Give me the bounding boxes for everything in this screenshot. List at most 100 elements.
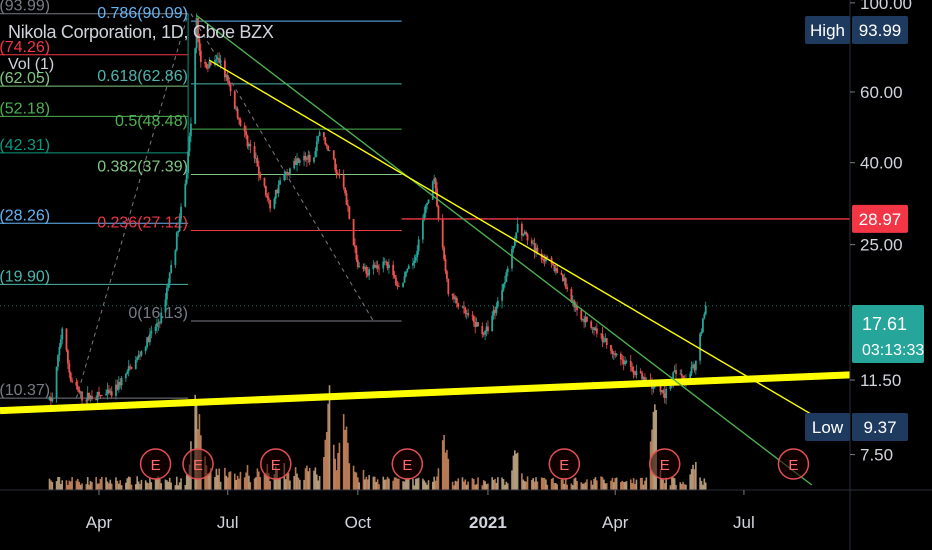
candle-body [484,330,487,335]
candle-body [594,328,597,331]
candle-body [75,381,78,386]
volume-bar [625,481,628,490]
volume-bar [526,476,529,490]
candle-body [248,144,250,147]
current-price-bg [852,305,924,363]
candle-body [413,260,416,263]
candle-body [673,370,676,373]
candle-body [461,306,464,308]
volume-bar [580,482,583,490]
volume-bar [501,477,503,490]
candle-body [229,84,232,92]
fib-right-level-label: 0.5(48.48) [115,113,188,130]
volume-bar [457,478,460,490]
volume-bar [354,471,356,490]
candle-body [348,206,351,220]
volume-bar [533,481,536,490]
candle-body [356,259,359,267]
fib-left-level-label: 0.886(19.90) [0,268,50,285]
volume-bar [542,477,544,490]
earnings-marker [648,448,681,480]
volume-bar [318,475,321,490]
candle-body [535,247,537,253]
current-price-badge: 17.61 03:13:33 [852,305,924,363]
candle-body [225,75,228,78]
volume-bar [76,478,79,490]
volume-bar [669,485,672,490]
candle-body [570,289,573,301]
candle-body [372,264,375,270]
volume-bar [218,468,221,490]
candle-body [297,158,300,163]
candle-body [693,364,696,371]
volume-bar [655,409,658,490]
candle-body [672,372,675,383]
fib-right-level-label: 0.382(37.39) [97,158,188,175]
candle-body [137,354,140,358]
volume-bar [406,477,409,490]
volume-bar [149,477,151,490]
candle-body [226,75,229,81]
volume-indicator-label[interactable]: Vol (1) [8,56,55,73]
volume-bar [613,482,615,490]
candle-body [99,394,102,396]
volume-bar [246,465,249,490]
volume-bar [208,473,211,490]
volume-bar [521,473,523,490]
volume-bar [634,483,636,490]
volume-bar [604,483,607,490]
candle-body [199,50,202,63]
volume-bar [692,464,694,490]
candle-body [156,323,158,327]
volume-bar [494,478,496,490]
volume-bar [328,385,331,490]
candle-body [591,327,594,329]
candle-body [325,144,328,147]
volume-bar [514,450,516,490]
candle-body [464,307,467,314]
candle-body [249,144,252,147]
candle-body [165,287,168,300]
candle-body [136,357,139,361]
candle-body [314,151,317,158]
candle-body [444,259,447,272]
volume-bar [57,476,59,490]
volume-bar [672,477,675,490]
level-badge-value-bg [852,204,908,233]
candle-body [396,285,399,287]
candle-body [236,108,239,118]
candle-body [78,389,81,393]
candle-body [491,315,494,332]
fib-left-trend [75,13,189,399]
candle-body [487,326,489,332]
candle-body [455,297,458,304]
volume-bar [75,480,78,490]
volume-bar [610,480,612,490]
volume-bar [139,483,141,490]
volume-bar [89,480,92,490]
fib-right-trend [190,13,374,322]
volume-bar [88,484,90,490]
earnings-marker [391,448,424,480]
candle-body [345,193,348,205]
candle-body [433,178,436,182]
volume-bar [515,453,518,490]
candle-body [665,388,668,398]
volume-bar [125,482,127,490]
volume-bar [347,442,349,490]
candle-body [412,262,414,266]
volume-bar [130,484,133,490]
volume-bar [464,479,467,490]
candle-body [378,268,380,270]
candle-body [342,175,345,188]
candle-body [365,267,368,274]
candle-body [386,262,389,269]
fib-right-level-label: 0.236(27.12) [97,214,188,231]
volume-bar [95,477,97,490]
candle-body [397,286,400,287]
volume-bar [443,434,445,490]
volume-bar [147,483,150,490]
volume-bar [296,473,298,490]
level-badge-value: 28.97 [859,210,902,229]
